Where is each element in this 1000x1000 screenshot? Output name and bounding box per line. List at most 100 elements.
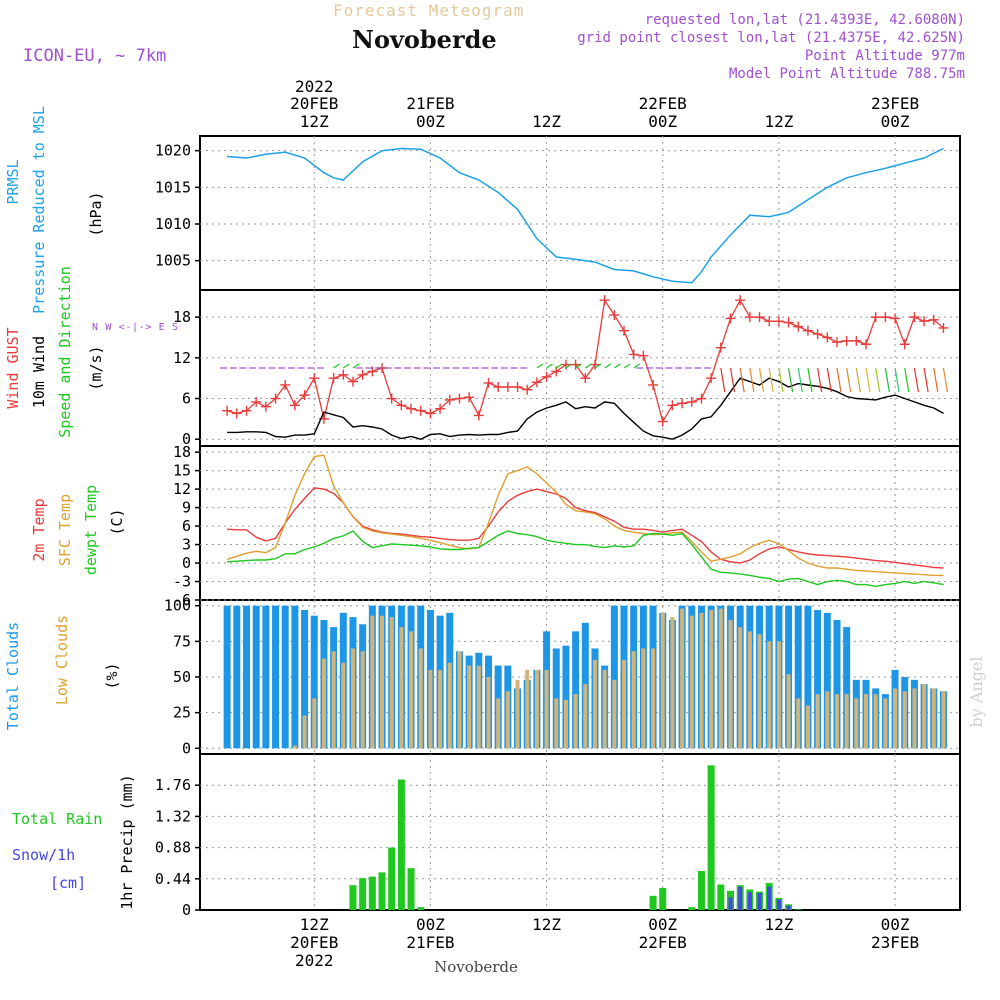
low-cloud-bar [360, 651, 365, 749]
precip-ylabel: 1hr Precip (mm) [118, 774, 136, 909]
total-cloud-bar [272, 605, 280, 749]
rain-bar [397, 779, 405, 910]
low-cloud-bar [931, 688, 936, 749]
low-cloud-bar [467, 665, 472, 749]
low-cloud-bar [389, 617, 394, 749]
low-cloud-bar [709, 609, 714, 749]
bottom-tick-hour: 12Z [300, 915, 329, 934]
gust-marker [531, 377, 542, 388]
wind-direction-arrow [604, 363, 611, 369]
gust-marker [764, 316, 775, 327]
gust-marker [270, 393, 281, 404]
wind-direction-arrow [894, 367, 900, 393]
wind-direction-arrow [826, 367, 832, 393]
gust-marker [841, 335, 852, 346]
rain-bar [368, 876, 376, 910]
total-cloud-bar [291, 605, 299, 749]
gust-marker [851, 335, 862, 346]
low-cloud-bar [622, 659, 627, 749]
gust-marker [609, 310, 620, 321]
gust-marker [899, 339, 910, 350]
gust-marker [309, 373, 320, 384]
y-tick-label: 25 [173, 704, 191, 722]
gust-marker [599, 295, 610, 306]
y-tick-label: 0 [182, 430, 191, 448]
gust-marker [473, 410, 484, 421]
gust-marker [328, 373, 339, 384]
y-tick-label: 9 [182, 499, 191, 517]
y-tick-label: 1010 [155, 215, 191, 233]
gust-marker [251, 396, 262, 407]
y-tick-label: 18 [173, 308, 191, 326]
gust-marker [919, 316, 930, 327]
pressure-label-name: PRMSL [4, 159, 22, 204]
pressure-unit: (hPa) [87, 191, 105, 236]
low-cloud-bar [302, 715, 307, 749]
top-tick-date: 22FEB [639, 94, 687, 113]
y-tick-label: -6 [173, 591, 191, 609]
gridpoint-coords: grid point closest lon,lat (21.4375E, 42… [577, 30, 965, 46]
top-tick-hour: 00Z [881, 112, 910, 131]
wind-direction-arrow [342, 363, 350, 369]
gust-marker [696, 393, 707, 404]
gust-marker [406, 403, 417, 414]
y-tick-label: 1.32 [155, 807, 191, 825]
gust-marker [580, 373, 591, 384]
gust-marker [386, 393, 397, 404]
y-tick-label: 1020 [155, 142, 191, 160]
low-cloud-bar [689, 615, 694, 749]
wind-gust-label: Wind GUST [4, 327, 22, 408]
gust-marker [783, 317, 794, 328]
wind-direction-arrow [555, 363, 563, 369]
gust-marker [928, 314, 939, 325]
gust-marker [812, 329, 823, 340]
sfc-temp-label: SFC Temp [56, 494, 74, 566]
panel-frame [199, 135, 961, 291]
low-cloud-bar [864, 694, 869, 749]
wind-rose: N W <-|-> E S [92, 322, 178, 333]
low-cloud-bar [902, 691, 907, 749]
wind-direction-arrow [333, 363, 340, 369]
low-cloud-bar [496, 698, 501, 749]
location-title: Novoberde [352, 25, 497, 54]
rain-bar [407, 868, 415, 910]
bottom-tick-hour: 00Z [416, 915, 445, 934]
point-altitude: Point Altitude 977m [805, 48, 965, 64]
rain-bar [707, 765, 715, 910]
panel-frame [199, 445, 961, 601]
gust-marker [735, 295, 746, 306]
wind-direction-arrow [913, 367, 920, 393]
wind-direction-arrow [942, 367, 949, 393]
wind-direction-arrow [584, 363, 592, 369]
sfc-temp-line [226, 454, 944, 577]
low-cloud-bar [767, 641, 772, 749]
wind-direction-arrow [846, 367, 852, 393]
y-tick-label: 12 [173, 349, 191, 367]
y-tick-label: 15 [173, 462, 191, 480]
y-tick-label: 6 [182, 390, 191, 408]
gust-marker [677, 398, 688, 409]
low-cloud-bar [854, 698, 859, 749]
low-cloud-bar [341, 662, 346, 749]
low-cloud-bar [805, 705, 810, 749]
gust-marker [686, 396, 697, 407]
total-cloud-bar [233, 605, 241, 749]
snow-bar [767, 886, 772, 910]
clouds-unit: (%) [103, 662, 121, 689]
wind-dir-label: Speed and Direction [56, 266, 74, 438]
temp-unit: (C) [108, 508, 126, 535]
y-tick-label: 1005 [155, 252, 191, 270]
snow-bar [728, 897, 733, 910]
low-cloud-bar [312, 698, 317, 749]
y-tick-label: 0.44 [155, 870, 191, 888]
top-tick-hour: 12Z [300, 112, 329, 131]
low-cloud-bar [660, 612, 665, 749]
wind-direction-arrow [720, 367, 726, 393]
total-cloud-bar [242, 605, 250, 749]
wind-direction-arrow [633, 363, 641, 369]
top-tick-hour: 12Z [764, 112, 793, 131]
low-cloud-bar [893, 688, 898, 749]
footer-location: Novoberde [434, 958, 518, 976]
model-label: ICON-EU, ~ 7km [23, 46, 166, 66]
low-cloud-bar [825, 691, 830, 749]
